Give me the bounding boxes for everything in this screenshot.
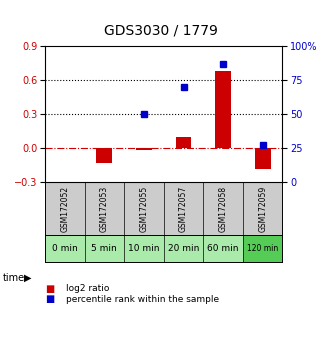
- Text: 5 min: 5 min: [91, 244, 117, 253]
- Text: percentile rank within the sample: percentile rank within the sample: [66, 295, 219, 304]
- Text: ▶: ▶: [24, 273, 31, 283]
- Bar: [203, 235, 243, 262]
- Text: log2 ratio: log2 ratio: [66, 284, 109, 293]
- Text: GSM172057: GSM172057: [179, 185, 188, 232]
- Text: ■: ■: [45, 284, 54, 293]
- Text: GSM172058: GSM172058: [219, 185, 228, 232]
- Bar: [136, 148, 152, 150]
- Bar: [164, 235, 203, 262]
- Text: time: time: [3, 273, 25, 283]
- Text: GSM172055: GSM172055: [139, 185, 148, 232]
- Bar: [45, 235, 84, 262]
- Text: 10 min: 10 min: [128, 244, 160, 253]
- Text: 20 min: 20 min: [168, 244, 199, 253]
- Text: 0 min: 0 min: [52, 244, 78, 253]
- Bar: [215, 71, 231, 148]
- Bar: [176, 137, 191, 148]
- Bar: [243, 235, 282, 262]
- Text: 60 min: 60 min: [207, 244, 239, 253]
- Text: GSM172053: GSM172053: [100, 185, 109, 232]
- Text: GDS3030 / 1779: GDS3030 / 1779: [104, 23, 217, 37]
- Bar: [255, 148, 271, 169]
- Bar: [124, 235, 164, 262]
- Bar: [84, 235, 124, 262]
- Text: GSM172059: GSM172059: [258, 185, 267, 232]
- Bar: [96, 148, 112, 163]
- Text: GSM172052: GSM172052: [60, 185, 69, 232]
- Text: ■: ■: [45, 294, 54, 304]
- Text: 120 min: 120 min: [247, 244, 278, 253]
